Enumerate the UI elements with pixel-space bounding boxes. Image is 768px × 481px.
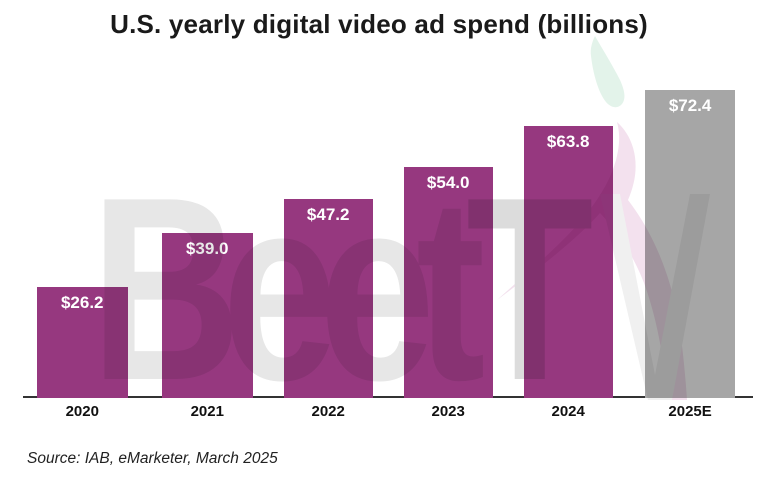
svg-text:Beet: Beet [91,144,484,436]
svg-text:T: T [466,144,594,436]
